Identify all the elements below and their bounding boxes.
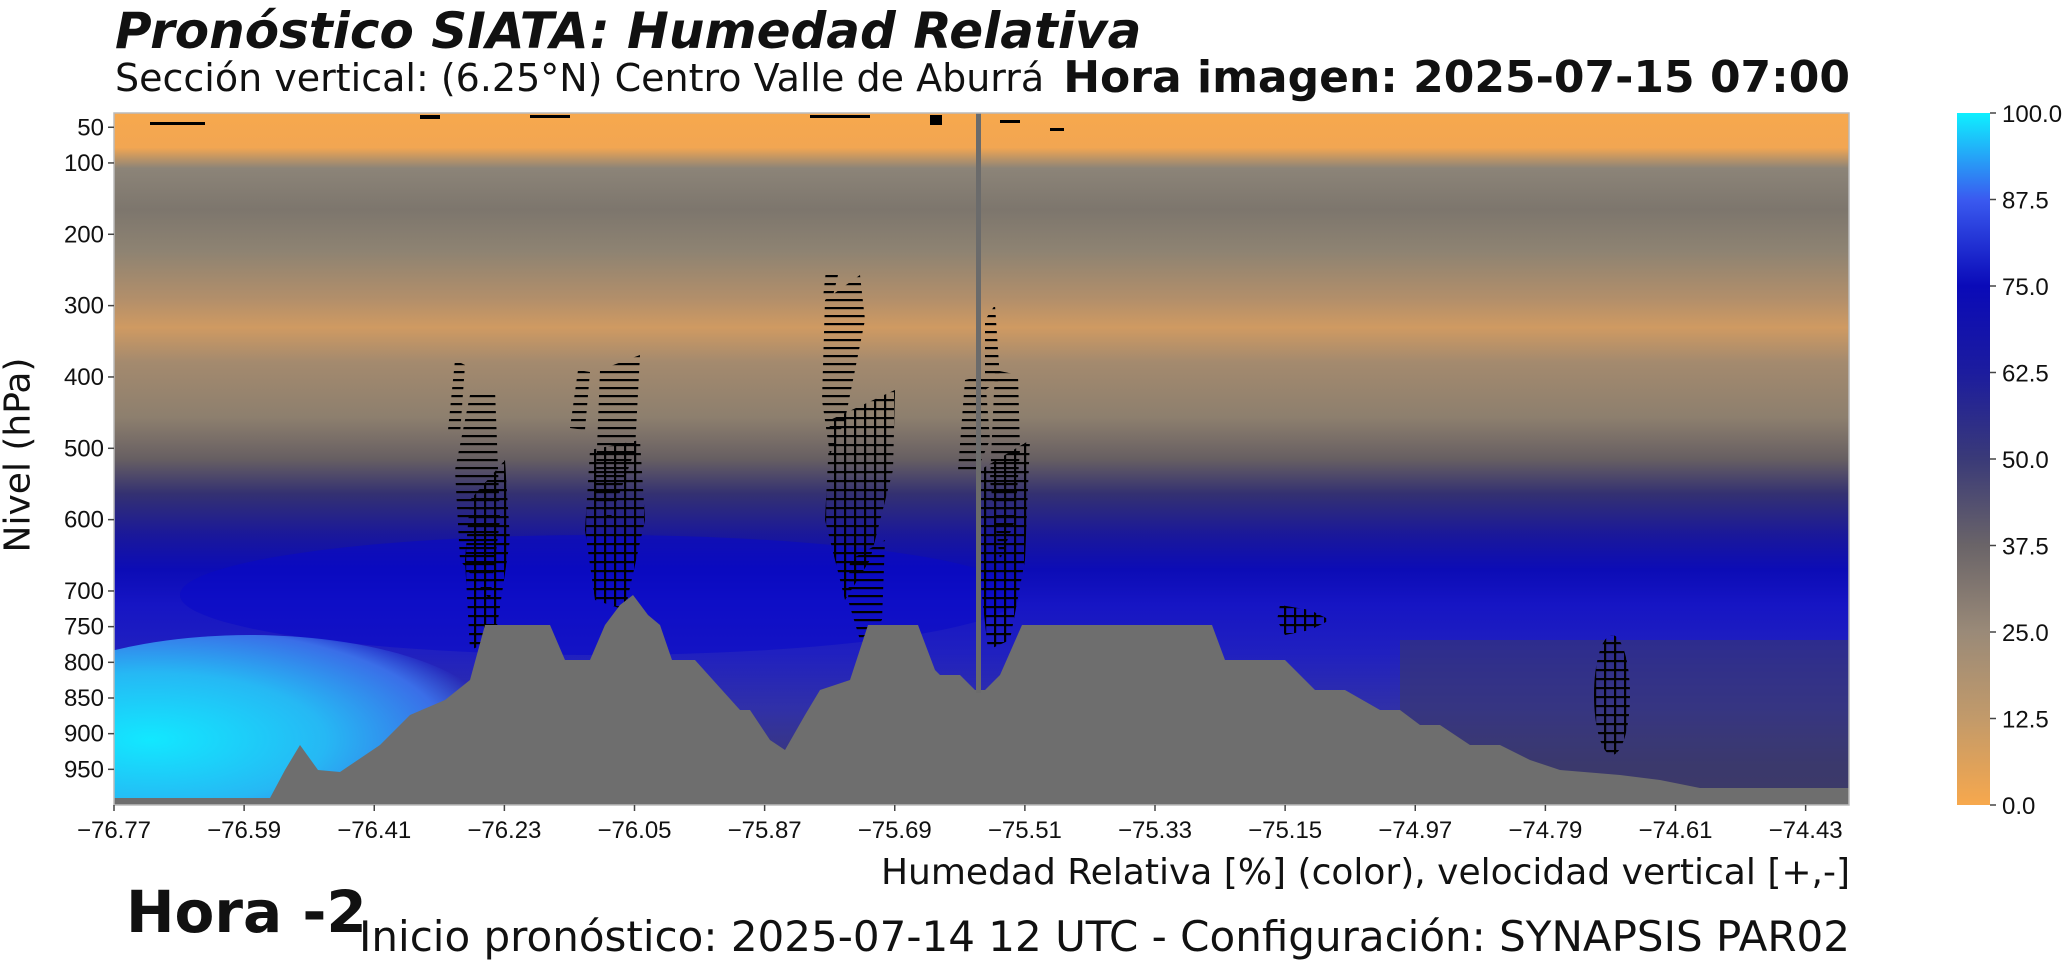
colorbar <box>1957 113 1990 805</box>
y-tick-label: 50 <box>77 114 104 141</box>
x-tick-label: −76.77 <box>77 817 151 844</box>
x-tick-label: −74.43 <box>1769 817 1843 844</box>
x-tick-label: −75.33 <box>1118 817 1192 844</box>
y-tick-label: 600 <box>64 507 104 534</box>
x-tick-label: −75.15 <box>1248 817 1322 844</box>
chart-subtitle: Sección vertical: (6.25°N) Centro Valle … <box>115 56 1045 100</box>
vertical-velocity-hatching <box>448 270 1630 755</box>
y-tick-label: 500 <box>64 435 104 462</box>
x-tick-label: −74.97 <box>1378 817 1452 844</box>
colorbar-tick-label: 37.5 <box>2002 534 2049 561</box>
y-axis: 50 100 200 300 400 500 600 700 750 800 850 900 950 <box>64 114 114 783</box>
x-tick-label: −76.59 <box>207 817 281 844</box>
y-axis-label: Nivel (hPa) <box>0 357 39 553</box>
x-tick-label: −75.69 <box>858 817 932 844</box>
x-axis-label: Humedad Relativa [%] (color), velocidad … <box>880 852 1850 893</box>
colorbar-tick-label: 25.0 <box>2002 620 2049 647</box>
x-tick-label: −76.05 <box>597 817 671 844</box>
y-tick-label: 800 <box>64 649 104 676</box>
y-tick-label: 900 <box>64 721 104 748</box>
colorbar-tick-label: 100.0 <box>2002 101 2062 128</box>
chart-title: Pronóstico SIATA: Humedad Relativa <box>115 2 1142 60</box>
x-tick-label: −76.23 <box>467 817 541 844</box>
y-tick-label: 300 <box>64 293 104 320</box>
y-tick-label: 700 <box>64 578 104 605</box>
y-tick-label: 200 <box>64 221 104 248</box>
colorbar-tick-label: 62.5 <box>2002 361 2049 388</box>
x-tick-label: −76.41 <box>337 817 411 844</box>
colorbar-tick-label: 75.0 <box>2002 274 2049 301</box>
plot-area <box>114 113 1849 805</box>
x-tick-label: −74.61 <box>1638 817 1712 844</box>
plot-frame <box>113 112 1850 806</box>
x-tick-label: −74.79 <box>1508 817 1582 844</box>
hour-offset: Hora -2 <box>126 878 367 946</box>
colorbar-tick-label: 12.5 <box>2002 707 2049 734</box>
colorbar-axis: 0.0 12.5 25.0 37.5 50.0 62.5 75.0 87.5 100.0 <box>1990 101 2062 820</box>
x-tick-label: −75.87 <box>728 817 802 844</box>
upper-hatching <box>150 115 1064 131</box>
colorbar-tick-label: 50.0 <box>2002 447 2049 474</box>
y-tick-label: 750 <box>64 614 104 641</box>
x-tick-label: −75.51 <box>988 817 1062 844</box>
image-time: Hora imagen: 2025-07-15 07:00 <box>1063 52 1850 103</box>
forecast-info: Inicio pronóstico: 2025-07-14 12 UTC - C… <box>359 912 1850 961</box>
y-tick-label: 100 <box>64 150 104 177</box>
section-marker-line <box>976 113 981 693</box>
x-axis: −76.77 −76.59 −76.41 −76.23 −76.05 −75.87 −75.… <box>77 805 1843 844</box>
colorbar-tick-label: 87.5 <box>2002 188 2049 215</box>
y-tick-label: 850 <box>64 685 104 712</box>
y-tick-label: 400 <box>64 364 104 391</box>
terrain <box>114 595 1849 805</box>
colorbar-tick-label: 0.0 <box>2002 793 2035 820</box>
y-tick-label: 950 <box>64 756 104 783</box>
